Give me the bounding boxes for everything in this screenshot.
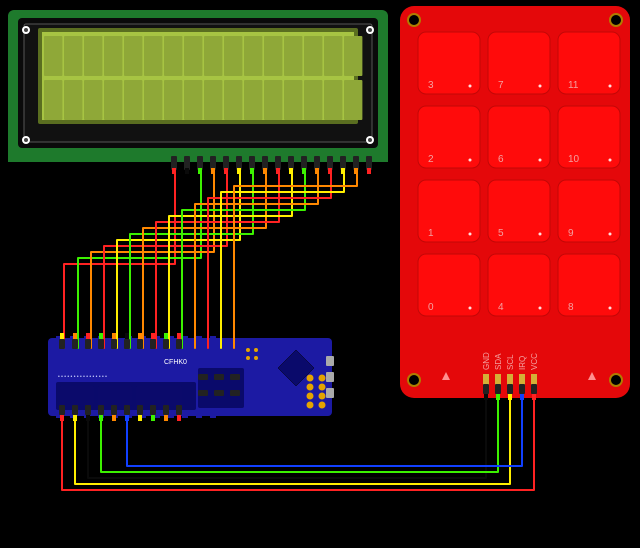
svg-text:GND: GND (482, 352, 491, 370)
svg-text:VCC: VCC (530, 353, 539, 370)
svg-text:5: 5 (498, 228, 504, 239)
svg-text:3: 3 (428, 80, 434, 91)
svg-text:0: 0 (428, 302, 434, 313)
svg-text:11: 11 (568, 80, 579, 91)
svg-text:• • • • • • • • • • • • • • •: • • • • • • • • • • • • • • • • (58, 374, 107, 380)
svg-text:9: 9 (568, 228, 574, 239)
svg-text:6: 6 (498, 154, 504, 165)
svg-text:SDA: SDA (494, 353, 503, 370)
svg-text:1: 1 (428, 228, 434, 239)
svg-text:2: 2 (428, 154, 434, 165)
svg-text:4: 4 (498, 302, 504, 313)
svg-text:IRQ: IRQ (518, 356, 527, 370)
svg-text:SCL: SCL (506, 354, 515, 370)
svg-text:7: 7 (498, 80, 504, 91)
svg-text:CFHK0: CFHK0 (164, 359, 187, 366)
svg-text:10: 10 (568, 154, 580, 165)
diagram-root: 3 7 11 2 6 10 1 5 9 0 4 8 GNDSDASCLIRQVCC • • • • • •… (0, 0, 640, 548)
svg-text:8: 8 (568, 302, 574, 313)
